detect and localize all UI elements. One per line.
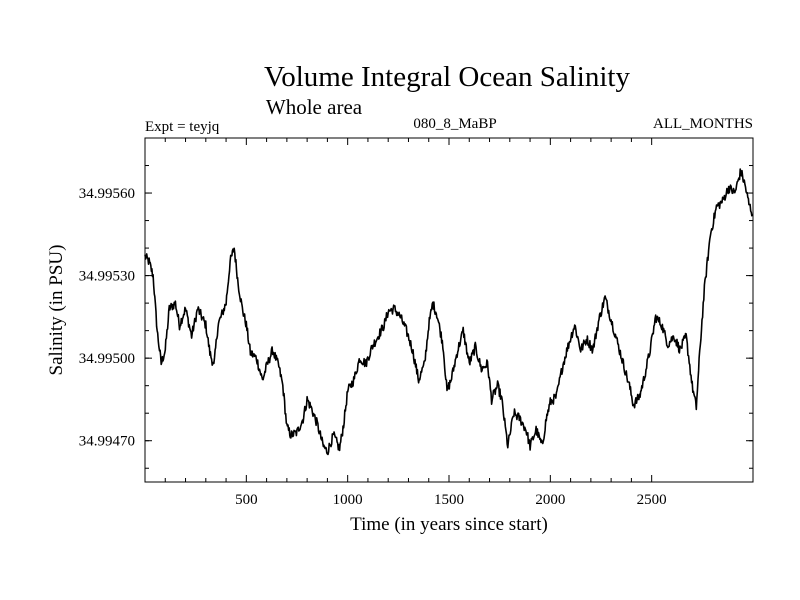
x-tick-label: 1000 bbox=[333, 492, 363, 508]
x-axis-label: Time (in years since start) bbox=[350, 514, 548, 535]
x-tick-label: 2500 bbox=[637, 492, 667, 508]
y-tick-label: 34.99560 bbox=[79, 186, 135, 202]
chart-title: Volume Integral Ocean Salinity bbox=[264, 61, 630, 93]
y-tick-label: 34.99470 bbox=[79, 434, 135, 450]
y-axis-label: Salinity (in PSU) bbox=[46, 245, 67, 376]
y-tick-label: 34.99530 bbox=[79, 269, 135, 285]
x-tick-label: 2000 bbox=[535, 492, 565, 508]
plot-frame bbox=[144, 137, 754, 483]
x-tick-label: 500 bbox=[235, 492, 258, 508]
salinity-series-line bbox=[144, 168, 754, 456]
y-axis: 34.99470 34.99500 34.99530 34.99560 bbox=[79, 165, 753, 469]
chart-subtitle: Whole area bbox=[266, 95, 363, 119]
x-tick-label: 1500 bbox=[434, 492, 464, 508]
x-axis: 500 1000 1500 2000 2500 bbox=[164, 138, 667, 508]
experiment-label: Expt = teyjq bbox=[145, 119, 220, 135]
y-tick-label: 34.99500 bbox=[79, 351, 135, 367]
months-label: ALL_MONTHS bbox=[653, 116, 753, 132]
period-label: 080_8_MaBP bbox=[413, 116, 496, 132]
